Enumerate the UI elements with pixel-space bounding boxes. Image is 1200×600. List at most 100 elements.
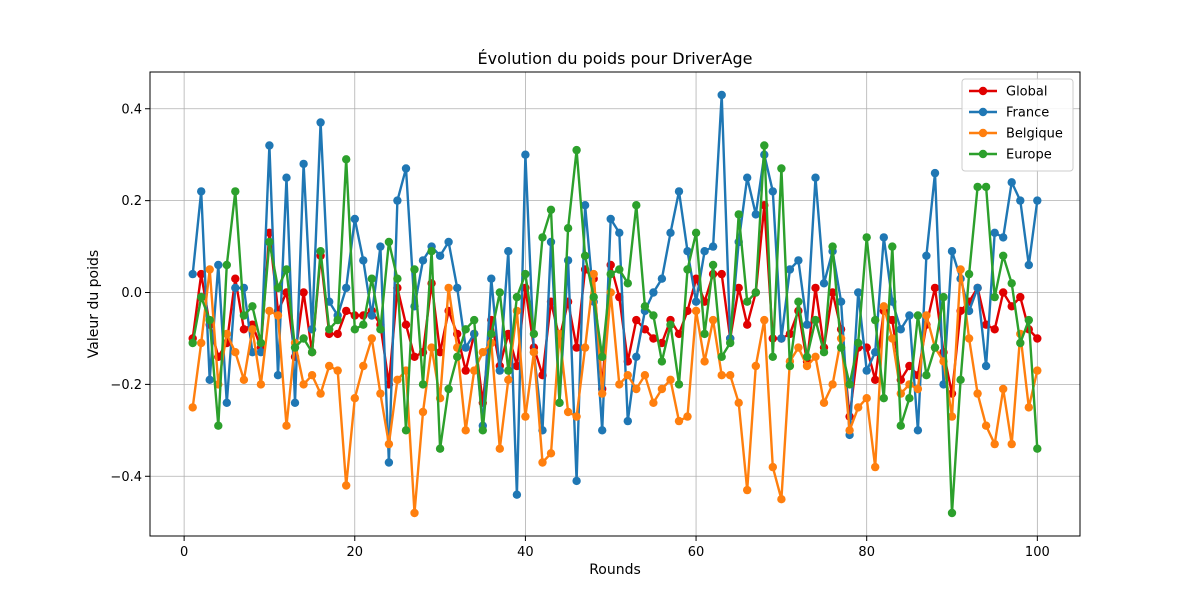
data-point <box>743 297 752 306</box>
data-point <box>231 283 240 293</box>
data-point <box>239 375 249 384</box>
data-point <box>734 398 743 407</box>
data-point <box>888 334 897 343</box>
tick-layer: 0 20 40 60 80 100 −0.4 −0.2 0.0 0.2 0.4 <box>110 102 1049 560</box>
data-point <box>794 297 803 306</box>
data-point <box>418 256 428 265</box>
legend-entry: Belgique <box>969 127 1063 142</box>
legend-label: Belgique <box>1006 127 1063 142</box>
data-point <box>589 292 598 302</box>
data-point <box>632 315 641 325</box>
data-point <box>478 426 487 435</box>
data-point <box>256 348 266 357</box>
data-point <box>973 182 982 192</box>
data-point <box>657 357 667 366</box>
data-point <box>1024 260 1034 270</box>
data-point <box>828 288 837 297</box>
data-point <box>418 407 428 417</box>
legend-entry: Global <box>969 85 1047 100</box>
data-point <box>342 155 351 164</box>
data-point <box>538 458 547 467</box>
data-point <box>222 329 231 339</box>
data-point <box>197 187 206 196</box>
data-point <box>691 306 701 316</box>
data-point <box>307 371 317 380</box>
data-point <box>717 352 726 361</box>
legend-marker <box>978 107 988 117</box>
data-point <box>802 361 812 371</box>
data-point <box>896 389 905 398</box>
data-point <box>999 251 1008 260</box>
data-point <box>359 361 368 371</box>
data-point <box>367 311 376 320</box>
data-point <box>862 233 871 242</box>
series-france <box>188 90 1042 499</box>
data-point <box>504 366 513 375</box>
data-point <box>521 412 530 421</box>
data-point <box>214 421 223 430</box>
data-point <box>512 292 522 302</box>
data-point <box>461 325 470 334</box>
data-point <box>197 338 206 348</box>
data-point <box>623 416 632 426</box>
data-point <box>598 389 607 398</box>
data-point <box>325 325 334 334</box>
data-point <box>700 329 709 339</box>
data-point <box>811 315 820 325</box>
data-point <box>879 302 888 311</box>
data-point <box>282 265 291 274</box>
data-point <box>760 141 769 150</box>
data-point <box>248 325 257 334</box>
data-point <box>410 265 419 274</box>
data-point <box>1007 279 1016 288</box>
data-point <box>504 247 513 256</box>
data-point <box>342 306 351 316</box>
data-point <box>521 269 530 279</box>
data-point <box>453 352 462 361</box>
data-point <box>683 265 692 274</box>
data-point <box>640 371 650 380</box>
data-point <box>350 214 359 224</box>
data-point <box>999 288 1008 297</box>
data-point <box>376 242 385 251</box>
data-point <box>231 187 240 196</box>
data-point <box>999 233 1008 242</box>
data-point <box>273 283 283 293</box>
data-point <box>1033 196 1042 205</box>
data-point <box>512 490 522 499</box>
data-point <box>256 338 266 348</box>
data-point <box>819 348 829 357</box>
data-point <box>649 398 658 407</box>
data-point <box>683 247 692 256</box>
data-point <box>197 292 206 302</box>
data-point <box>538 233 547 242</box>
data-point <box>410 352 419 361</box>
data-point <box>384 439 394 449</box>
data-point <box>572 412 581 421</box>
data-point <box>401 426 411 435</box>
data-point <box>495 444 504 453</box>
data-point <box>572 476 581 486</box>
data-point <box>836 343 846 352</box>
data-point <box>743 320 752 329</box>
data-point <box>197 269 206 279</box>
data-point <box>802 352 812 361</box>
data-point <box>555 398 564 407</box>
data-point <box>666 320 675 329</box>
data-point <box>930 168 940 178</box>
data-point <box>913 311 923 320</box>
data-point <box>734 283 743 293</box>
data-point <box>674 329 684 339</box>
data-point <box>239 311 249 320</box>
data-point <box>265 306 274 316</box>
x-tick-label: 80 <box>858 545 875 560</box>
data-point <box>188 403 197 412</box>
data-point <box>376 389 385 398</box>
data-point <box>299 288 308 297</box>
legend-marker <box>978 86 988 96</box>
data-point <box>282 421 291 430</box>
data-point <box>913 426 923 435</box>
data-point <box>845 426 854 435</box>
data-point <box>794 343 803 352</box>
data-point <box>768 187 777 196</box>
